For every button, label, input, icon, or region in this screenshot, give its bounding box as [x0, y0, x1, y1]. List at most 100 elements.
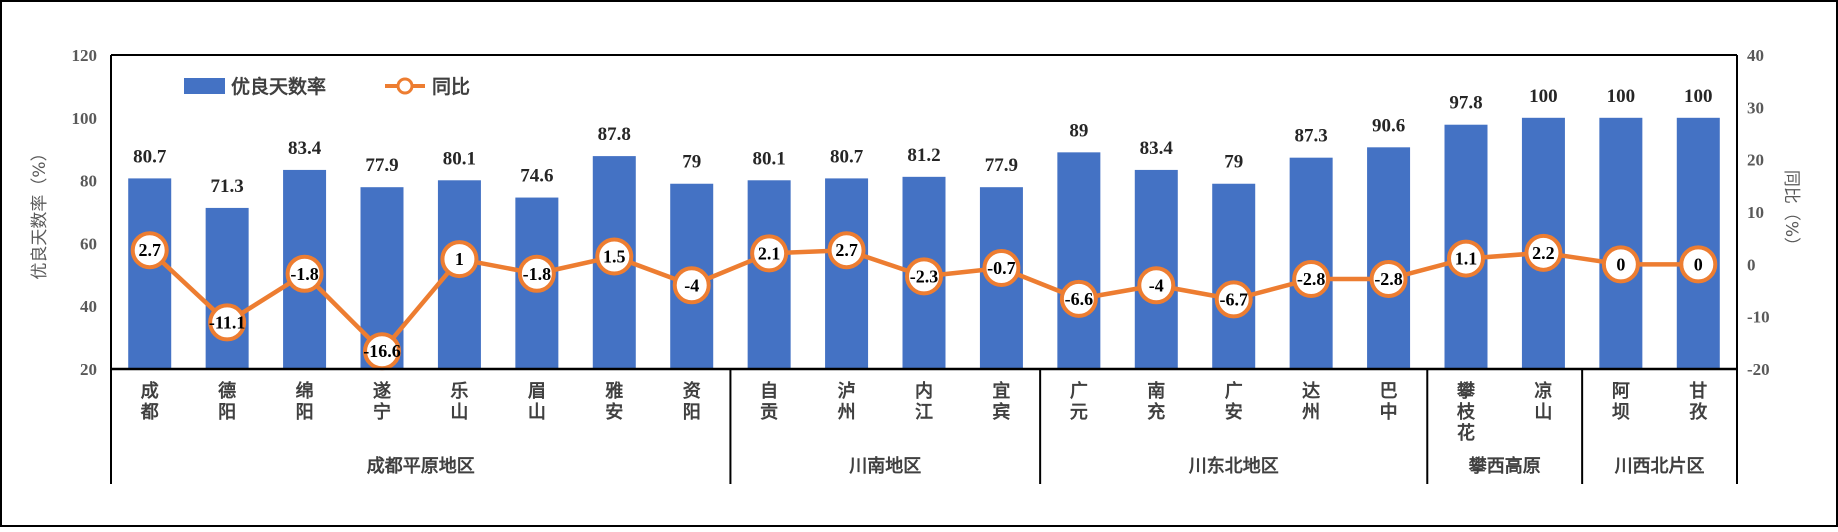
category-label-char: 德 [218, 380, 236, 402]
yoy-value-label: -0.7 [987, 258, 1016, 278]
yoy-value-label: 1.5 [603, 246, 626, 266]
yoy-value-label: -4 [1149, 275, 1164, 295]
y2-tick-label: 10 [1747, 203, 1764, 222]
yoy-value-label: 2.7 [138, 240, 161, 260]
yoy-marker-自贡 [750, 234, 789, 273]
yoy-value-label: 1 [455, 249, 464, 269]
category-label-char: 宁 [373, 401, 391, 423]
category-label-char: 甘 [1689, 381, 1707, 402]
yoy-marker-资阳 [672, 266, 711, 305]
bar-value-label: 100 [1529, 86, 1558, 107]
bar-广安 [1212, 183, 1256, 369]
bar-value-label: 77.9 [365, 155, 398, 176]
y-tick-label: 20 [80, 360, 97, 379]
y2-tick-label: 30 [1747, 98, 1764, 117]
category-label-char: 枝 [1456, 401, 1476, 423]
group-label: 川西北片区 [1614, 455, 1705, 477]
category-label-char: 阳 [683, 402, 701, 423]
category-label-char: 雅 [604, 380, 623, 402]
bar-阿坝 [1599, 117, 1643, 369]
y-tick-label: 80 [80, 172, 97, 191]
category-label-char: 州 [1301, 402, 1320, 423]
category-label-char: 自 [760, 380, 778, 402]
category-label-char: 眉 [528, 381, 546, 402]
group-label: 攀西高原 [1468, 455, 1541, 477]
category-label-char: 江 [915, 402, 933, 423]
category-label-char: 攀 [1456, 380, 1476, 402]
yoy-value-label: -6.6 [1065, 289, 1094, 309]
yoy-value-label: -1.8 [290, 264, 319, 284]
yoy-marker-德阳 [208, 303, 247, 342]
category-label-char: 绵 [296, 380, 314, 402]
yoy-marker-达州 [1292, 259, 1331, 298]
yoy-marker-甘孜 [1679, 245, 1718, 284]
category-label-char: 成 [141, 380, 159, 402]
yoy-marker-泸州 [827, 231, 866, 270]
y2-axis-title: 同比（%） [1781, 170, 1801, 254]
category-label-char: 遂 [373, 380, 391, 402]
yoy-marker-攀枝花 [1447, 239, 1485, 278]
bar-value-label: 90.6 [1372, 115, 1405, 136]
legend-bar-swatch [184, 78, 225, 94]
yoy-value-label: 2.1 [758, 243, 781, 263]
y2-tick-label: -10 [1747, 308, 1770, 327]
bar-自贡 [747, 180, 791, 369]
yoy-marker-眉山 [517, 254, 556, 293]
y-tick-label: 60 [80, 234, 97, 253]
category-label-char: 花 [1457, 422, 1475, 444]
y2-tick-label: 40 [1747, 46, 1764, 65]
yoy-marker-广元 [1059, 279, 1098, 318]
category-label-char: 充 [1147, 401, 1165, 423]
category-label-char: 达 [1302, 380, 1320, 402]
bar-value-label: 80.7 [830, 146, 864, 167]
yoy-value-label: 2.2 [1532, 243, 1555, 263]
category-label-char: 广 [1225, 380, 1243, 402]
bar-value-label: 87.8 [598, 124, 631, 145]
y2-tick-label: 0 [1747, 255, 1756, 274]
bar-value-label: 100 [1607, 86, 1636, 107]
category-label-char: 孜 [1689, 401, 1708, 423]
legend-line-label: 同比 [432, 76, 470, 98]
bar-巴中 [1367, 147, 1411, 369]
yoy-marker-乐山 [440, 240, 479, 279]
yoy-value-label: 0 [1616, 254, 1625, 274]
bar-value-label: 74.6 [520, 166, 553, 187]
category-label-char: 州 [837, 402, 856, 423]
category-label-char: 都 [140, 402, 159, 423]
bar-value-label: 79 [1224, 152, 1243, 173]
y-tick-label: 120 [72, 46, 98, 65]
category-label-char: 中 [1380, 401, 1398, 423]
bar-成都 [128, 178, 172, 369]
yoy-marker-巴中 [1369, 259, 1408, 298]
yoy-marker-内江 [905, 257, 943, 296]
yoy-value-label: -1.8 [523, 264, 552, 284]
group-label: 川东北地区 [1188, 455, 1279, 477]
yoy-marker-雅安 [595, 237, 634, 276]
y-tick-label: 40 [80, 297, 97, 316]
yoy-marker-成都 [130, 231, 169, 270]
category-label-char: 内 [915, 380, 933, 402]
yoy-marker-绵阳 [285, 254, 324, 293]
category-label-char: 安 [605, 401, 623, 423]
bar-德阳 [205, 207, 249, 369]
bar-value-label: 80.1 [753, 148, 786, 169]
bar-value-label: 77.9 [985, 155, 1018, 176]
yoy-marker-凉山 [1524, 233, 1563, 272]
y-axis-title: 优良天数率（%） [30, 144, 50, 279]
bar-value-label: 81.2 [907, 145, 940, 166]
category-label-char: 安 [1225, 401, 1243, 423]
yoy-marker-阿坝 [1601, 245, 1640, 284]
yoy-value-label: -2.8 [1374, 269, 1403, 289]
bar-泸州 [825, 178, 869, 369]
yoy-value-label: -11.1 [209, 312, 246, 332]
legend-bar-label: 优良天数率 [231, 75, 326, 98]
yoy-value-label: -6.7 [1219, 289, 1248, 309]
y2-tick-label: -20 [1747, 360, 1770, 379]
category-label-char: 山 [528, 402, 546, 423]
yoy-value-label: -16.6 [363, 341, 401, 361]
category-label-char: 阿 [1612, 381, 1630, 402]
category-label-char: 宾 [992, 401, 1010, 423]
legend: 优良天数率 同比 [184, 75, 470, 98]
yoy-value-label: 1.1 [1455, 249, 1478, 269]
